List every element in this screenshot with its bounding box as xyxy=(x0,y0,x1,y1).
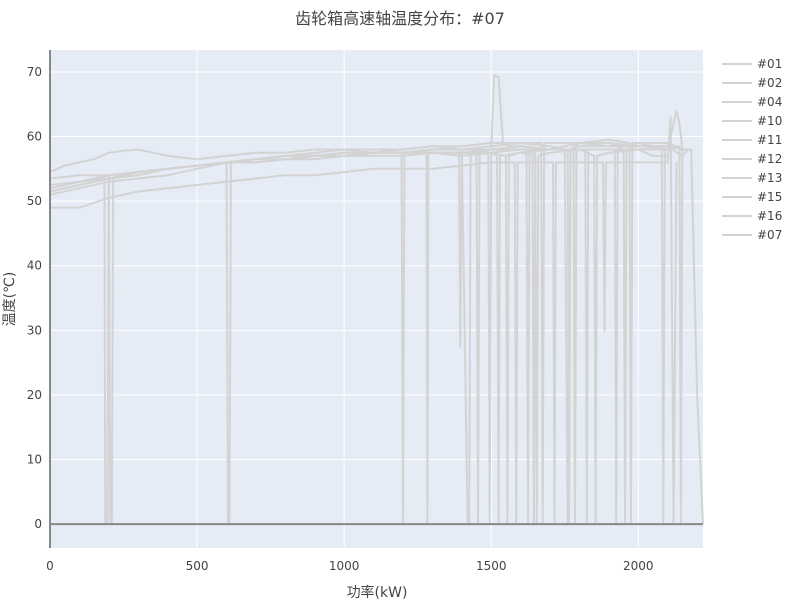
legend-label: #07 xyxy=(757,228,782,242)
axes: 0 500 1000 1500 2000 0 10 20 30 40 50 60 70 xyxy=(27,50,703,573)
legend-label: #01 xyxy=(757,57,782,71)
y-tick-label: 70 xyxy=(27,65,42,79)
y-tick-label: 20 xyxy=(27,388,42,402)
series-lines xyxy=(49,74,704,526)
legend-label: #10 xyxy=(757,114,782,128)
y-tick-label: 30 xyxy=(27,323,42,337)
x-tick-label: 0 xyxy=(46,559,54,573)
series-line-15 xyxy=(50,116,678,526)
y-tick-label: 40 xyxy=(27,259,42,273)
x-tick-label: 1500 xyxy=(476,559,507,573)
x-axis-label: 功率(kW) xyxy=(347,584,408,600)
y-axis-label: 温度(℃) xyxy=(2,272,18,327)
legend-label: #13 xyxy=(757,171,782,185)
chart-title: 齿轮箱高速轴温度分布：#07 xyxy=(295,9,505,28)
legend: #01 #02 #04 #10 #11 #12 #13 #15 #16 #07 xyxy=(722,57,782,242)
y-tick-label: 0 xyxy=(34,517,42,531)
series-line-07 xyxy=(49,145,684,526)
legend-label: #11 xyxy=(757,133,782,147)
y-tick-label: 10 xyxy=(27,453,42,467)
legend-label: #12 xyxy=(757,152,782,166)
x-tick-label: 500 xyxy=(186,559,209,573)
legend-label: #16 xyxy=(757,209,782,223)
y-tick-label: 60 xyxy=(27,130,42,144)
legend-label: #04 xyxy=(757,95,782,109)
x-tick-label: 1000 xyxy=(329,559,360,573)
legend-label: #15 xyxy=(757,190,782,204)
x-tick-label: 2000 xyxy=(623,559,654,573)
y-tick-label: 50 xyxy=(27,194,42,208)
legend-label: #02 xyxy=(757,76,782,90)
